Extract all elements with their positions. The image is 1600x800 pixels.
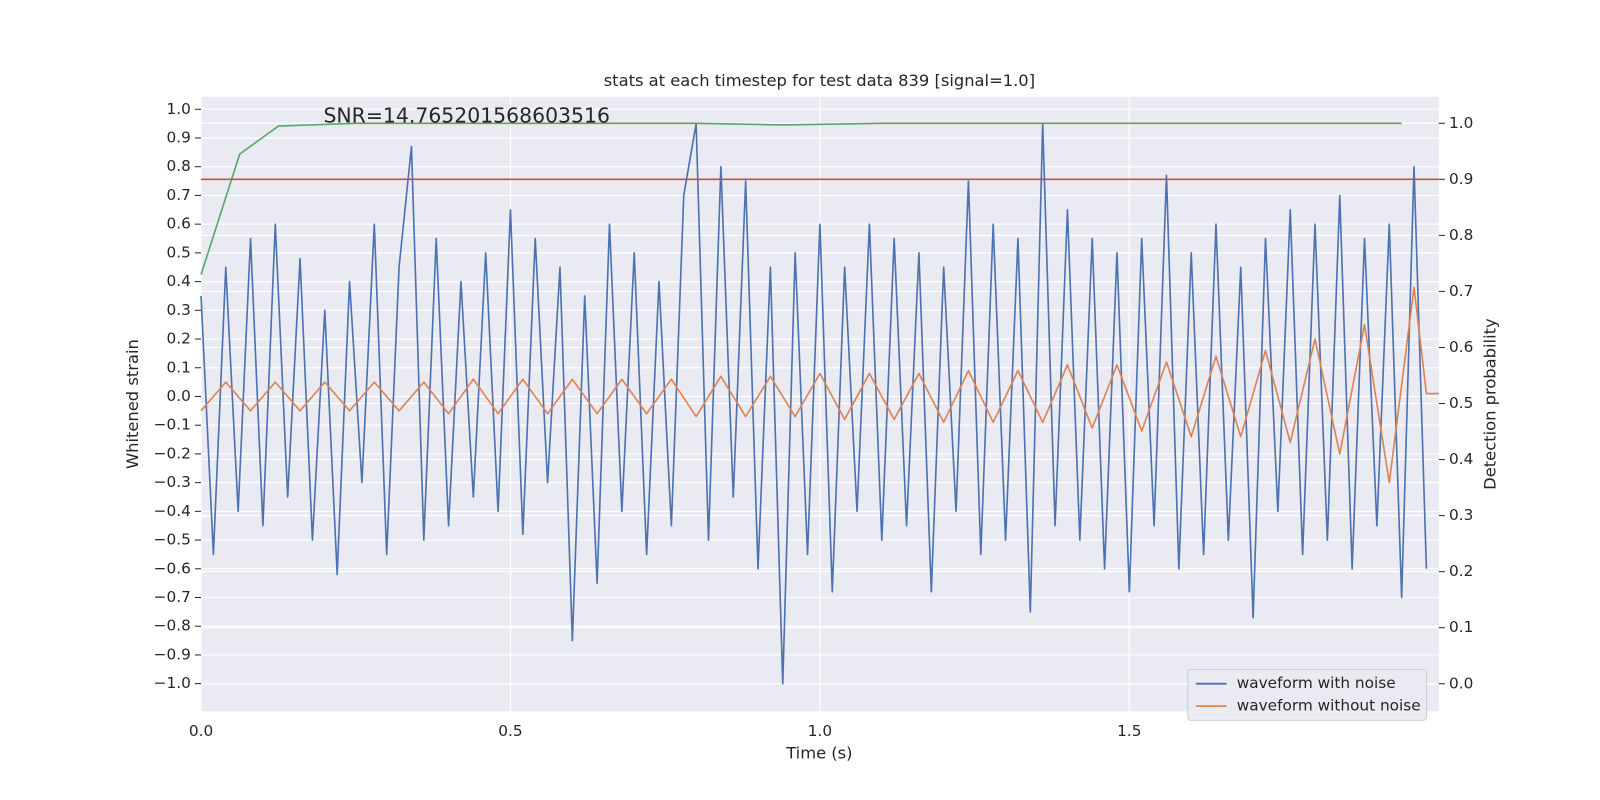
y2-tick-label: 0.7 bbox=[1449, 282, 1473, 300]
series-line bbox=[200, 122, 1428, 685]
y-tick-label: 1.0 bbox=[166, 100, 190, 118]
x-tick-label: 0.5 bbox=[498, 722, 522, 740]
y2-tick-label: 0.0 bbox=[1449, 674, 1473, 692]
y2-tick-label: 0.6 bbox=[1449, 338, 1473, 356]
y-tick-label: 0.8 bbox=[166, 157, 190, 175]
y-tick-label: −1.0 bbox=[154, 674, 191, 692]
y-tick-label: 0.4 bbox=[166, 272, 190, 290]
x-tick-label: 0.0 bbox=[189, 722, 213, 740]
y2-tick-label: 0.9 bbox=[1449, 170, 1473, 188]
y2-tick-label: 0.1 bbox=[1449, 618, 1473, 636]
x-axis-label: Time (s) bbox=[785, 744, 852, 763]
chart-title: stats at each timestep for test data 839… bbox=[604, 71, 1035, 90]
y2-tick-label: 0.4 bbox=[1449, 450, 1473, 468]
x-tick-label: 1.5 bbox=[1117, 722, 1141, 740]
y-tick-label: −0.6 bbox=[154, 559, 191, 577]
legend: waveform with noise waveform without nois… bbox=[1187, 668, 1428, 721]
y-tick-label: 0.7 bbox=[166, 186, 190, 204]
y-tick-label: −0.9 bbox=[154, 645, 191, 663]
y-tick-label: −0.4 bbox=[154, 502, 191, 520]
y-tick-label: −0.5 bbox=[154, 531, 191, 549]
y-tick-label: 0.2 bbox=[166, 330, 190, 348]
x-tick-label: 1.0 bbox=[808, 722, 832, 740]
labels: 0.0 0.5 1.0 1.5 −1.0 −0.9 −0.8 −0.7 −0.6 −0.5 −0.4… bbox=[154, 100, 1474, 740]
y-tick-label: −0.3 bbox=[154, 473, 191, 491]
y2-axis-label: Detection probability bbox=[1480, 318, 1499, 490]
legend-label: waveform without noise bbox=[1237, 697, 1421, 715]
lines bbox=[200, 122, 1439, 685]
y-tick-label: 0.0 bbox=[166, 387, 190, 405]
y-tick-label: 0.5 bbox=[166, 243, 190, 261]
y-tick-label: −0.8 bbox=[154, 617, 191, 635]
annotation: SNR=14.765201568603516 bbox=[323, 103, 609, 127]
y-tick-label: −0.1 bbox=[154, 416, 191, 434]
y-tick-label: −0.7 bbox=[154, 588, 191, 606]
y2-tick-label: 0.8 bbox=[1449, 226, 1473, 244]
y-tick-label: 0.6 bbox=[166, 215, 190, 233]
y2-tick-label: 0.5 bbox=[1449, 394, 1473, 412]
y2-tick-label: 0.2 bbox=[1449, 562, 1473, 580]
series-line bbox=[200, 122, 1402, 275]
legend-label: waveform with noise bbox=[1237, 674, 1396, 692]
y-tick-label: 0.3 bbox=[166, 301, 190, 319]
y2-tick-label: 0.3 bbox=[1449, 506, 1473, 524]
series-line bbox=[200, 286, 1439, 484]
y-tick-label: −0.2 bbox=[154, 444, 191, 462]
y-axis-label: Whitened strain bbox=[123, 339, 142, 469]
y-tick-label: 0.9 bbox=[166, 129, 190, 147]
y-tick-label: 0.1 bbox=[166, 358, 190, 376]
legend-box bbox=[1187, 668, 1428, 721]
y2-tick-label: 1.0 bbox=[1449, 114, 1473, 132]
